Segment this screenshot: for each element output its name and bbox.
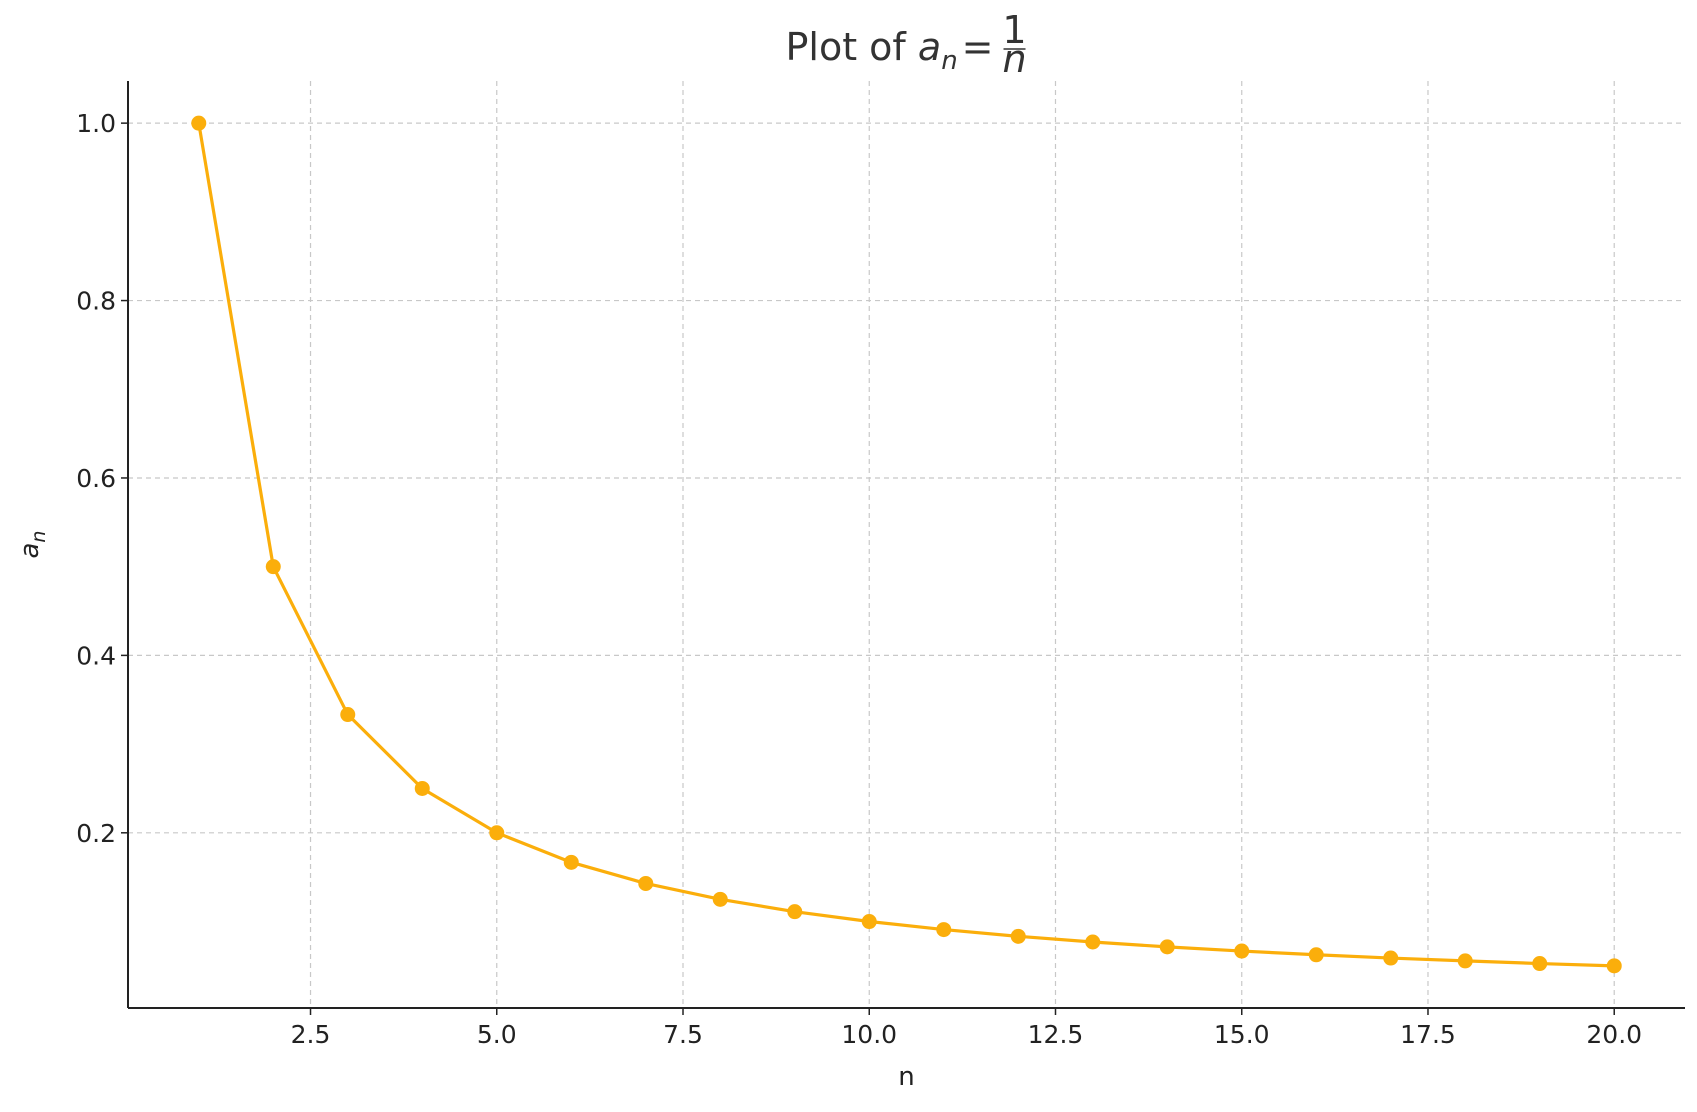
y-tick-label: 0.2 (76, 819, 116, 848)
series-layer (191, 115, 1622, 974)
x-tick-label: 7.5 (663, 1020, 703, 1049)
x-tick-label: 20.0 (1586, 1020, 1642, 1049)
x-axis-label: n (898, 1062, 914, 1092)
chart-title: Plot of an = 1 n (785, 8, 1026, 81)
data-point (1159, 939, 1175, 955)
data-point (1457, 953, 1473, 969)
x-tick-label: 5.0 (477, 1020, 517, 1049)
data-point (1308, 947, 1324, 963)
axes: 2.5 5.0 7.5 10.0 12.5 15.0 17.5 20.0 0.2 0.4 0.6 0.… (76, 81, 1685, 1049)
x-tick-label: 15.0 (1214, 1020, 1270, 1049)
data-point (563, 854, 579, 870)
data-point (191, 115, 207, 131)
data-point (265, 559, 281, 575)
data-point (340, 707, 356, 723)
title-fraction-numerator: 1 (1002, 8, 1026, 52)
y-tick-label: 0.6 (76, 464, 116, 493)
y-tick-label: 1.0 (76, 109, 116, 138)
y-axis-label-subscript: n (28, 531, 50, 543)
x-tick-label: 12.5 (1028, 1020, 1084, 1049)
data-point (489, 825, 505, 841)
x-tick-label: 2.5 (291, 1020, 331, 1049)
data-point (1532, 956, 1548, 972)
x-tick-label: 17.5 (1400, 1020, 1456, 1049)
data-point (1234, 943, 1250, 959)
title-prefix: Plot of (785, 25, 917, 69)
title-equals: = (962, 25, 994, 69)
series-line (197, 122, 1615, 968)
data-point (1085, 934, 1101, 950)
title-lhs-subscript: n (941, 46, 957, 76)
data-point (936, 922, 952, 938)
y-axis-label-symbol: a (15, 543, 45, 559)
title-lhs-symbol: a (918, 25, 941, 69)
y-axis-label: an (15, 531, 50, 559)
data-point (1383, 950, 1399, 966)
data-point (1606, 958, 1622, 974)
data-point (638, 875, 654, 891)
y-tick-label: 0.8 (76, 287, 116, 316)
data-point (414, 780, 430, 796)
x-tick-label: 10.0 (841, 1020, 897, 1049)
data-point (1010, 928, 1026, 944)
title-fraction: 1 n (1002, 8, 1026, 81)
data-point (861, 914, 877, 930)
data-point (712, 891, 728, 907)
data-point (787, 904, 803, 920)
title-fraction-denominator: n (1002, 37, 1026, 81)
y-tick-label: 0.4 (76, 641, 116, 670)
grid (128, 81, 1685, 1008)
title-text: Plot of an = (785, 25, 993, 76)
